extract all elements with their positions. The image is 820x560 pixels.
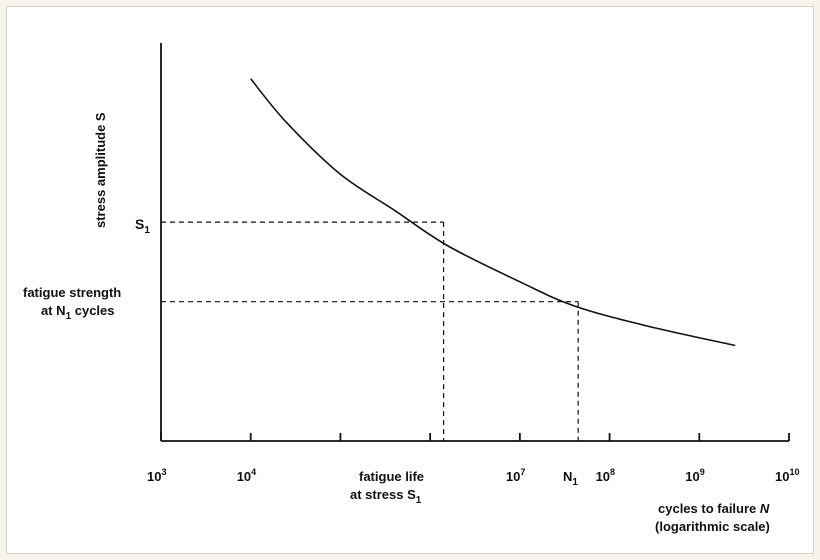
fatigue-strength-label-line2: at N1 cycles [41,303,115,322]
figure-panel: 103 104 107 108 109 1010 stress amplitude S S… [6,6,814,554]
x-axis-label: cycles to failure N [658,501,770,516]
fatigue-strength-label: fatigue strength [23,285,121,300]
sn-curve-chart: 103 104 107 108 109 1010 stress amplitude S S… [23,43,799,534]
x-tick-label: 107 [506,467,525,484]
fatigue-life-label-line2: at stress S1 [350,487,422,506]
x-tick-label: 103 [147,467,166,484]
x-tick-label: 104 [237,467,256,484]
x-axis-label-line2: (logarithmic scale) [655,519,770,534]
n1-label: N1 [563,469,578,488]
x-tick-label: 108 [596,467,615,484]
x-tick-label: 1010 [775,467,799,484]
fatigue-life-label: fatigue life [359,469,424,484]
x-tick-label: 109 [685,467,704,484]
s1-label: S1 [135,216,150,236]
sn-curve-line [250,78,736,347]
y-axis-label: stress amplitude S [93,112,108,228]
